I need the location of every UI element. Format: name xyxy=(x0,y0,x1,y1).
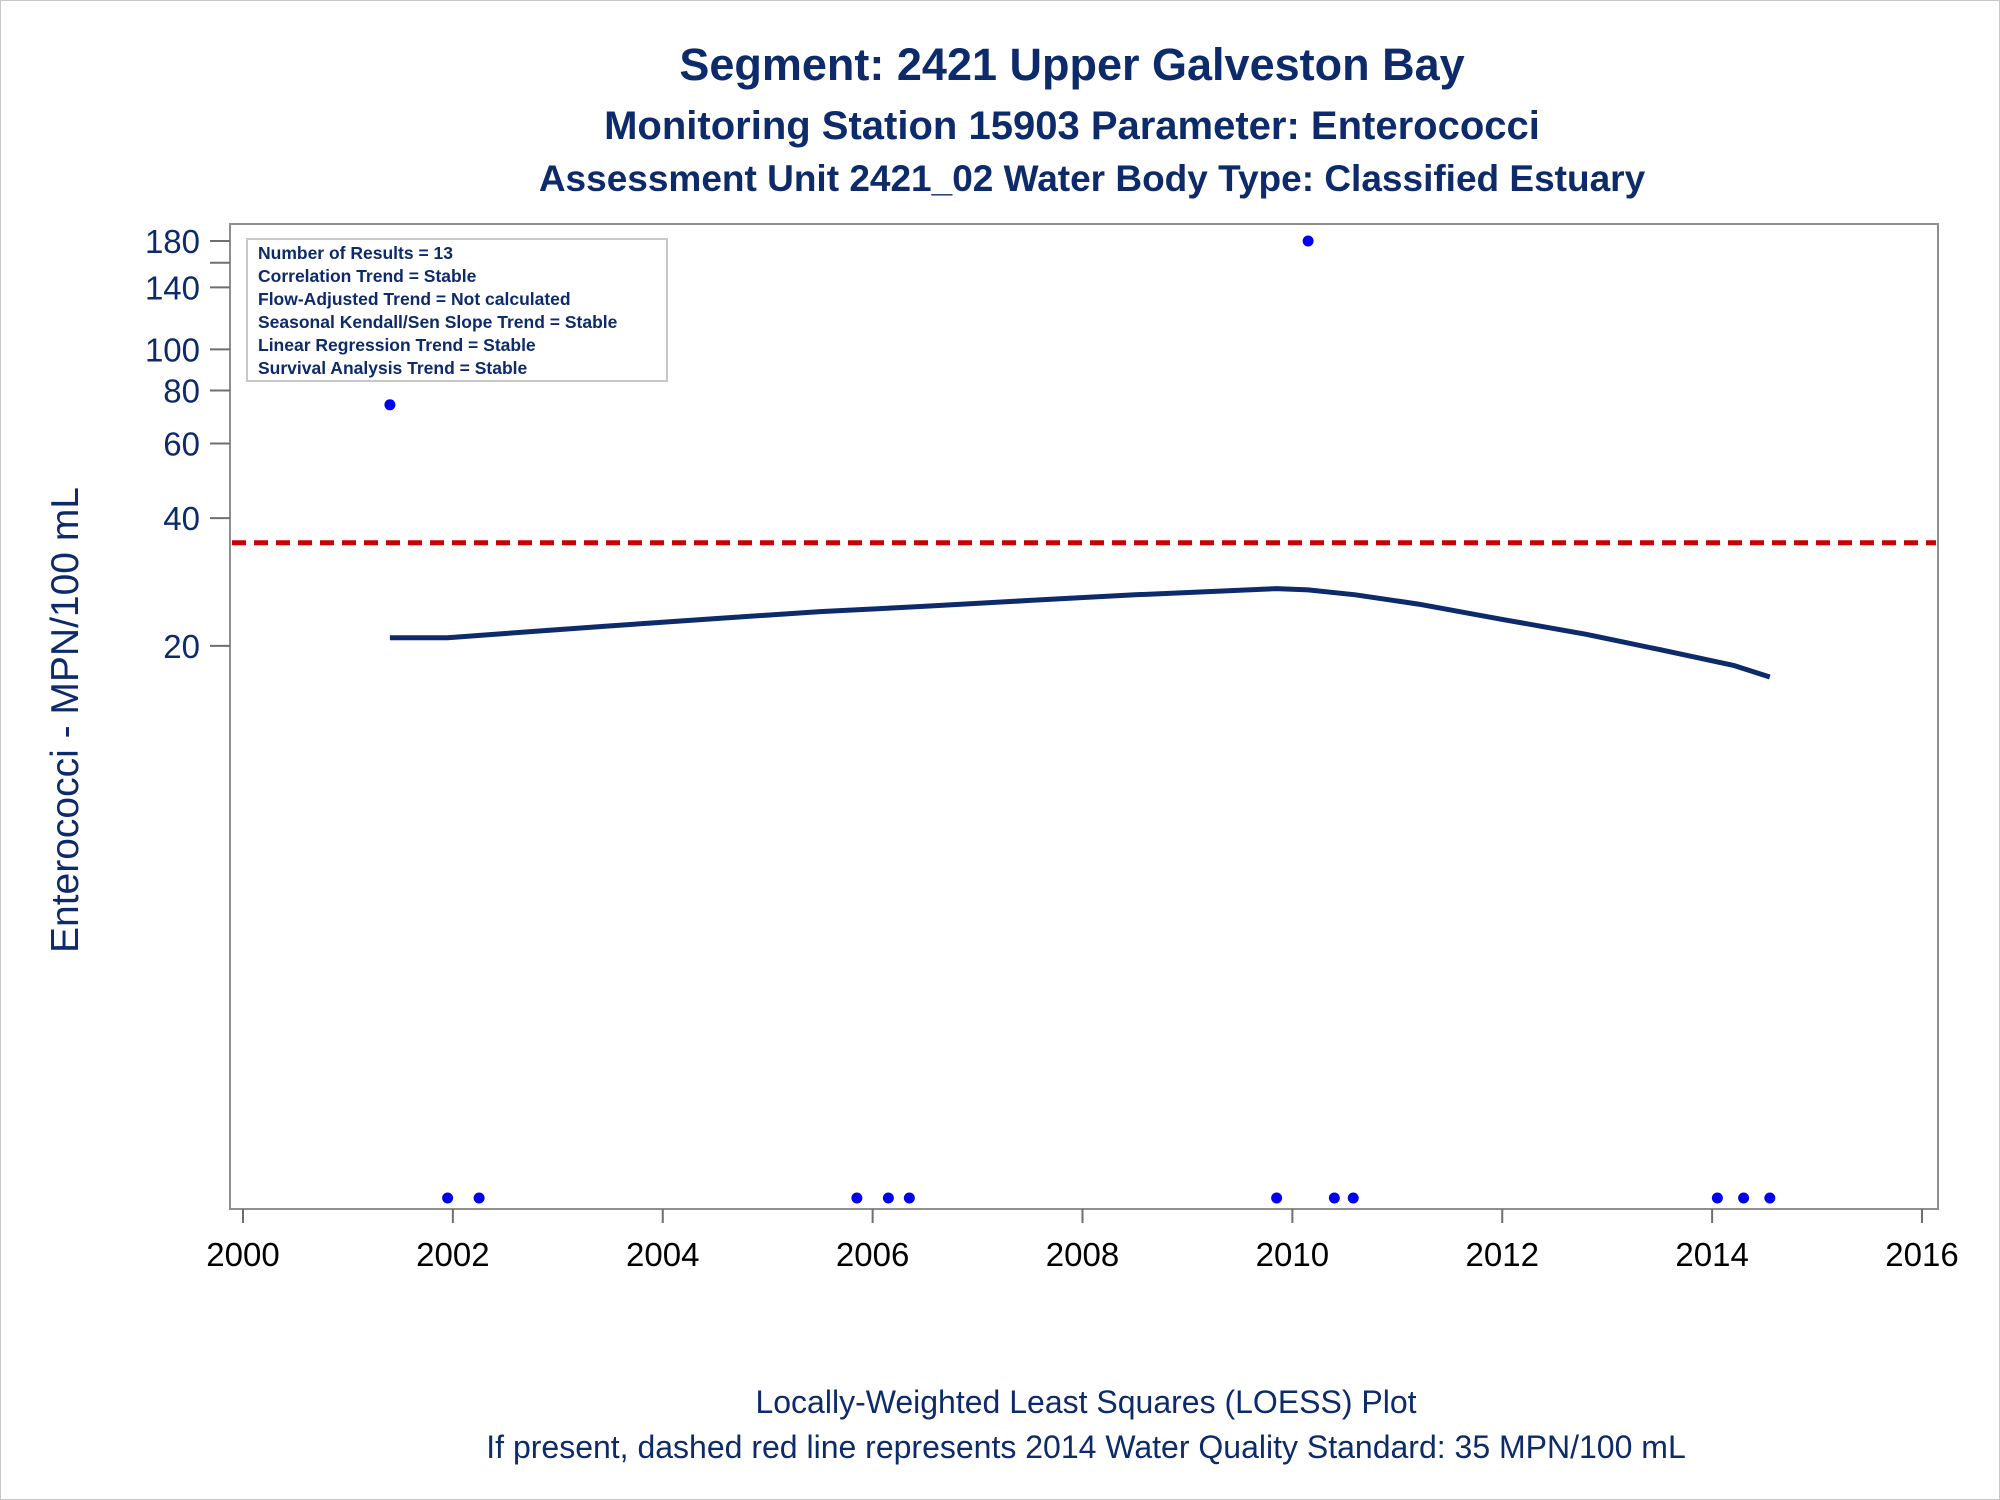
data-point xyxy=(1271,1192,1283,1204)
x-tick-label: 2014 xyxy=(1675,1236,1748,1273)
footnote-2: If present, dashed red line represents 2… xyxy=(486,1429,1685,1465)
data-point xyxy=(1328,1192,1340,1204)
data-point xyxy=(1738,1192,1750,1204)
x-tick-label: 2004 xyxy=(626,1236,699,1273)
x-tick-label: 2000 xyxy=(206,1236,279,1273)
x-axis: 2000 2002 2004 2006 2008 2010 2012 2014 2016 xyxy=(206,1209,1959,1273)
chart-title: Segment: 2421 Upper Galveston Bay xyxy=(679,39,1464,90)
stats-box: Number of Results = 13 Correlation Trend… xyxy=(246,238,668,382)
y-tick-label: 140 xyxy=(145,269,200,306)
plot-area xyxy=(229,223,1939,1210)
data-point xyxy=(1302,235,1314,247)
data-point xyxy=(473,1192,485,1204)
stats-box-border xyxy=(246,238,668,382)
stats-line: Flow-Adjusted Trend = Not calculated xyxy=(258,289,571,309)
x-tick-label: 2010 xyxy=(1256,1236,1329,1273)
x-tick-label: 2016 xyxy=(1885,1236,1958,1273)
y-tick-label: 60 xyxy=(163,425,200,462)
stats-line: Survival Analysis Trend = Stable xyxy=(258,358,528,378)
stats-line: Number of Results = 13 xyxy=(258,243,453,263)
stats-line: Correlation Trend = Stable xyxy=(258,266,477,286)
x-tick-label: 2006 xyxy=(836,1236,909,1273)
data-point xyxy=(882,1192,894,1204)
x-tick-label: 2012 xyxy=(1466,1236,1539,1273)
data-point xyxy=(384,399,396,411)
y-tick-label: 80 xyxy=(163,372,200,409)
chart-subtitle-2: Assessment Unit 2421_02 Water Body Type:… xyxy=(539,158,1646,199)
data-point xyxy=(903,1192,915,1204)
points-group xyxy=(384,235,1776,1204)
footnote-1: Locally-Weighted Least Squares (LOESS) P… xyxy=(755,1384,1416,1420)
stats-line: Linear Regression Trend = Stable xyxy=(258,335,536,355)
data-point xyxy=(851,1192,863,1204)
y-tick-label: 20 xyxy=(163,628,200,665)
loess-line xyxy=(389,586,1771,680)
x-tick-label: 2008 xyxy=(1046,1236,1119,1273)
y-axis: 20 40 60 80 100 140 180 xyxy=(145,223,230,665)
y-tick-label: 40 xyxy=(163,500,200,537)
data-point xyxy=(442,1192,454,1204)
loess-group xyxy=(389,586,1771,680)
y-tick-label: 100 xyxy=(145,331,200,368)
y-axis-label: Enterococci - MPN/100 mL xyxy=(44,487,87,953)
data-point xyxy=(1764,1192,1776,1204)
stats-line: Seasonal Kendall/Sen Slope Trend = Stabl… xyxy=(258,312,618,332)
data-point xyxy=(1347,1192,1359,1204)
data-point xyxy=(1711,1192,1723,1204)
x-tick-label: 2002 xyxy=(416,1236,489,1273)
y-tick-label: 180 xyxy=(145,223,200,260)
chart-subtitle: Monitoring Station 15903 Parameter: Ente… xyxy=(604,104,1540,148)
